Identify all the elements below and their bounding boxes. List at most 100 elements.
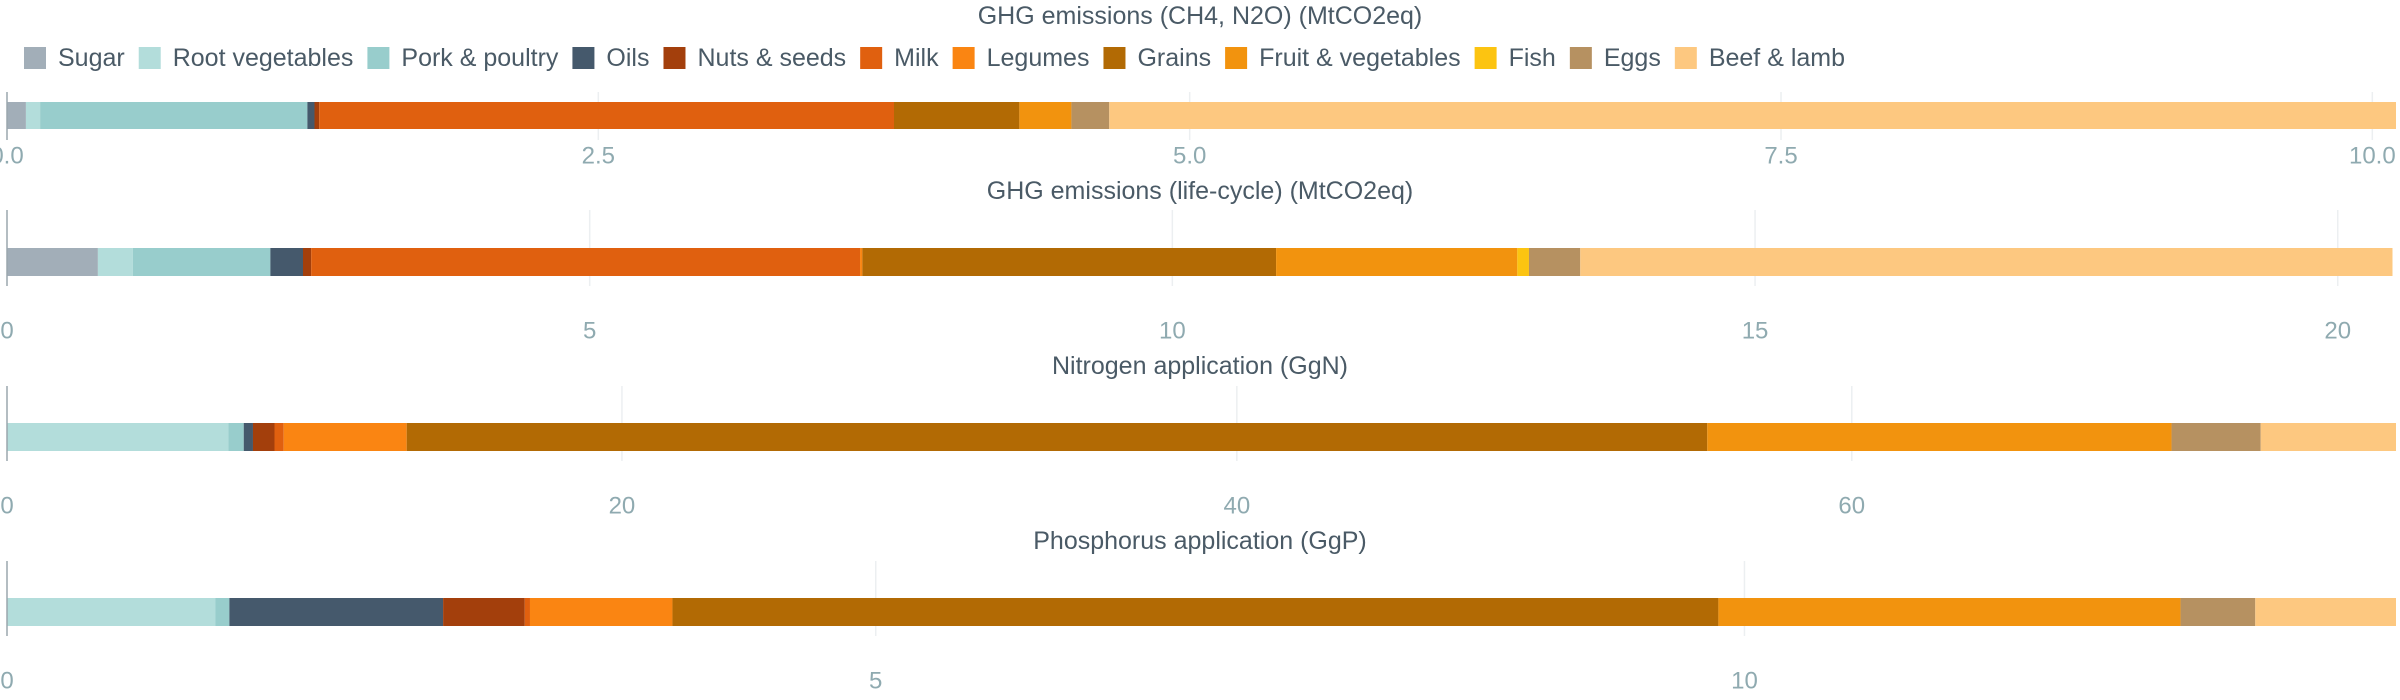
- chart-panel-2: GHG emissions (life-cycle) (MtCO2eq) 0 5 10…: [0, 177, 2393, 345]
- x-tick-label: 7.5: [1764, 143, 1797, 170]
- bar-segment-eggs[interactable]: [1071, 102, 1110, 129]
- bar-segment-legumes[interactable]: [283, 423, 407, 451]
- bar-segment-pork-and-poultry[interactable]: [40, 102, 308, 129]
- legend-item-eggs[interactable]: Eggs: [1569, 44, 1661, 72]
- legend-label: Fruit & vegetables: [1259, 44, 1461, 72]
- legend-label: Fish: [1509, 44, 1556, 72]
- x-tick-label: 60: [1838, 493, 1865, 520]
- bar-segment-grains[interactable]: [406, 423, 1708, 451]
- bar-segment-legumes[interactable]: [860, 248, 863, 276]
- x-tick-label: 20: [609, 493, 636, 520]
- legend-label: Sugar: [58, 44, 125, 72]
- bar-segment-eggs[interactable]: [1528, 248, 1581, 276]
- legend-item-legumes[interactable]: Legumes: [952, 44, 1090, 72]
- bar-segment-oils[interactable]: [307, 102, 315, 129]
- chart-panel-4: Phosphorus application (GgP) 0 5 10: [0, 527, 2396, 695]
- legend-item-milk[interactable]: Milk: [860, 44, 939, 72]
- legend-item-sugar[interactable]: Sugar: [24, 44, 125, 72]
- legend-swatch: [1569, 47, 1592, 69]
- bar-segment-beef-and-lamb[interactable]: [1580, 248, 2393, 276]
- x-tick-label: 2.5: [582, 143, 615, 170]
- legend-swatch: [572, 47, 595, 69]
- bar-segment-milk[interactable]: [311, 248, 861, 276]
- bar-segment-milk[interactable]: [274, 423, 284, 451]
- bar-segment-pork-and-poultry[interactable]: [228, 423, 244, 451]
- legend-item-root-vegetables[interactable]: Root vegetables: [138, 44, 354, 72]
- legend-swatch: [1674, 47, 1697, 69]
- bar-segment-pork-and-poultry[interactable]: [132, 248, 271, 276]
- bar-segment-beef-and-lamb[interactable]: [1109, 102, 2396, 129]
- bar-segment-nuts-and-seeds[interactable]: [303, 248, 312, 276]
- legend-label: Nuts & seeds: [697, 44, 846, 72]
- bar-segment-oils[interactable]: [270, 248, 304, 276]
- bar-segment-sugar[interactable]: [7, 248, 98, 276]
- legend: Sugar Root vegetables Pork & poultry Oils Nu…: [24, 44, 1845, 72]
- bar-segment-fruit-and-vegetables[interactable]: [1019, 102, 1072, 129]
- bar-segment-milk[interactable]: [319, 102, 895, 129]
- chart-title: GHG emissions (life-cycle) (MtCO2eq): [987, 177, 1413, 205]
- bar-segment-oils[interactable]: [243, 423, 253, 451]
- bar-segment-root-vegetables[interactable]: [25, 102, 41, 129]
- legend-label: Root vegetables: [173, 44, 354, 72]
- bar-segment-fruit-and-vegetables[interactable]: [1707, 423, 2172, 451]
- bar-segment-legumes[interactable]: [529, 598, 673, 626]
- chart-panel-3: Nitrogen application (GgN) 0 20 40 60: [0, 352, 2396, 520]
- bar-segment-beef-and-lamb[interactable]: [2260, 423, 2396, 451]
- bar-segment-oils[interactable]: [229, 598, 444, 626]
- chart-title: GHG emissions (CH4, N2O) (MtCO2eq): [978, 2, 1423, 30]
- bar-segment-grains[interactable]: [894, 102, 1020, 129]
- legend-label: Eggs: [1604, 44, 1661, 72]
- bar-segment-root-vegetables[interactable]: [97, 248, 133, 276]
- x-tick-label: 10: [1159, 318, 1186, 345]
- x-tick-label: 10.0: [2349, 143, 2396, 170]
- bar-segment-eggs[interactable]: [2180, 598, 2256, 626]
- legend-item-fish[interactable]: Fish: [1474, 44, 1556, 72]
- bar-segment-fish[interactable]: [1517, 248, 1529, 276]
- bar-segment-beef-and-lamb[interactable]: [2255, 598, 2396, 626]
- x-tick-label: 5: [583, 318, 596, 345]
- x-tick-label: 0.0: [0, 143, 24, 170]
- legend-label: Oils: [606, 44, 649, 72]
- bar-segment-nuts-and-seeds[interactable]: [314, 102, 320, 129]
- bar-segment-milk[interactable]: [524, 598, 530, 626]
- bar-segment-fruit-and-vegetables[interactable]: [1276, 248, 1518, 276]
- bar-segment-root-vegetables[interactable]: [7, 423, 229, 451]
- legend-item-beef-and-lamb[interactable]: Beef & lamb: [1674, 44, 1845, 72]
- bar-segment-sugar[interactable]: [7, 102, 26, 129]
- bar-segment-nuts-and-seeds[interactable]: [252, 423, 275, 451]
- x-tick-label: 15: [1742, 318, 1769, 345]
- x-tick-label: 5.0: [1173, 143, 1206, 170]
- chart-panel-1: GHG emissions (CH4, N2O) (MtCO2eq) 0.0 2.5…: [0, 2, 2396, 170]
- legend-label: Pork & poultry: [401, 44, 559, 72]
- chart-title: Nitrogen application (GgN): [1052, 352, 1348, 380]
- bar-segment-grains[interactable]: [862, 248, 1277, 276]
- legend-item-nuts-and-seeds[interactable]: Nuts & seeds: [663, 44, 846, 72]
- x-tick-label: 10: [1731, 668, 1758, 695]
- x-tick-label: 0: [0, 668, 13, 695]
- chart-title: Phosphorus application (GgP): [1033, 527, 1367, 555]
- legend-item-pork-and-poultry[interactable]: Pork & poultry: [367, 44, 559, 72]
- x-tick-label: 0: [0, 318, 13, 345]
- bar-segment-nuts-and-seeds[interactable]: [443, 598, 525, 626]
- legend-item-oils[interactable]: Oils: [572, 44, 649, 72]
- bar-segment-grains[interactable]: [672, 598, 1719, 626]
- bar-segment-fruit-and-vegetables[interactable]: [1718, 598, 2181, 626]
- legend-label: Beef & lamb: [1709, 44, 1845, 72]
- legend-label: Milk: [894, 44, 939, 72]
- legend-swatch: [24, 47, 46, 69]
- legend-swatch: [1103, 47, 1126, 69]
- x-tick-label: 5: [869, 668, 882, 695]
- legend-swatch: [663, 47, 686, 69]
- legend-swatch: [367, 47, 390, 69]
- x-tick-label: 20: [2324, 318, 2351, 345]
- legend-label: Grains: [1137, 44, 1211, 72]
- legend-swatch: [952, 47, 975, 69]
- bar-segment-root-vegetables[interactable]: [7, 598, 216, 626]
- legend-item-grains[interactable]: Grains: [1103, 44, 1211, 72]
- bar-segment-pork-and-poultry[interactable]: [215, 598, 230, 626]
- legend-item-fruit-and-vegetables[interactable]: Fruit & vegetables: [1225, 44, 1461, 72]
- bar-segment-eggs[interactable]: [2171, 423, 2261, 451]
